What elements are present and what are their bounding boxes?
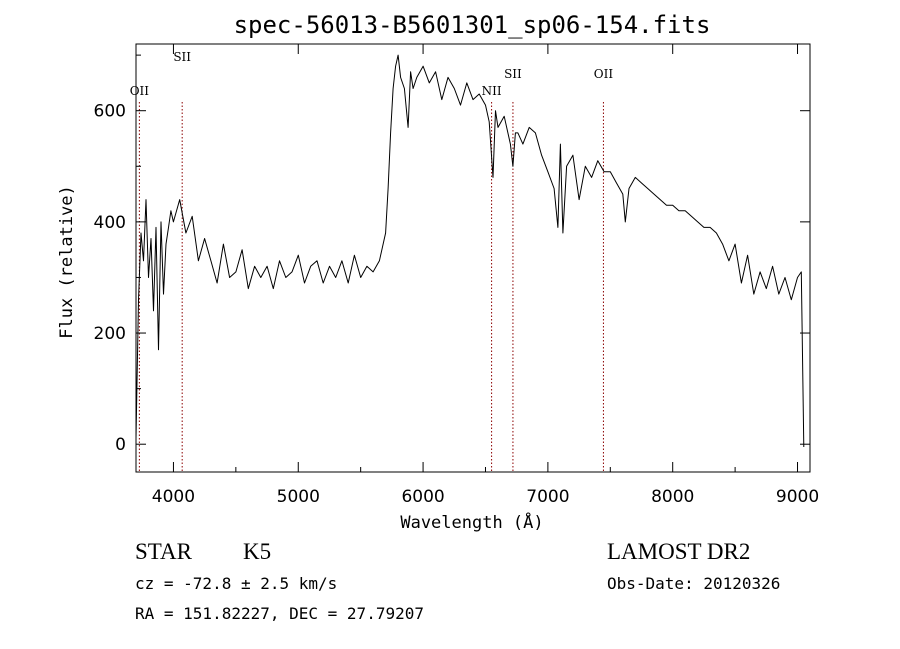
y-tick-label: 200 xyxy=(94,324,126,344)
x-tick-label: 6000 xyxy=(401,487,444,507)
marker-label: OII xyxy=(594,67,614,81)
marker-label: OII xyxy=(130,84,150,98)
marker-label: SII xyxy=(173,50,191,64)
survey-name: LAMOST DR2 xyxy=(607,539,751,564)
object-class: STAR xyxy=(135,539,192,564)
x-axis-label: Wavelength (Å) xyxy=(400,511,543,533)
coordinates-text: RA = 151.82227, DEC = 27.79207 xyxy=(135,604,424,623)
marker-label: SII xyxy=(504,67,522,81)
x-tick-label: 7000 xyxy=(526,487,569,507)
plot-frame xyxy=(135,43,811,473)
x-tick-label: 9000 xyxy=(776,487,819,507)
y-tick-label: 0 xyxy=(115,435,126,455)
series-layer xyxy=(135,54,805,448)
chart-title: spec-56013-B5601301_sp06-154.fits xyxy=(234,11,711,39)
y-axis-label: Flux (relative) xyxy=(57,185,77,339)
y-tick-label: 400 xyxy=(94,213,126,233)
axis-ticks: 4000 5000 6000 7000 8000 9000 0 200 400 600 xyxy=(94,44,819,507)
x-tick-label: 4000 xyxy=(152,487,195,507)
object-subclass: K5 xyxy=(243,539,272,564)
y-tick-label: 600 xyxy=(94,102,126,122)
x-tick-label: 5000 xyxy=(277,487,320,507)
spectrum-line xyxy=(135,54,805,448)
x-tick-label: 8000 xyxy=(651,487,694,507)
redshift-text: cz = -72.8 ± 2.5 km/s xyxy=(135,574,338,593)
obs-date: Obs-Date: 20120326 xyxy=(607,574,781,593)
marker-label: NII xyxy=(482,84,502,98)
